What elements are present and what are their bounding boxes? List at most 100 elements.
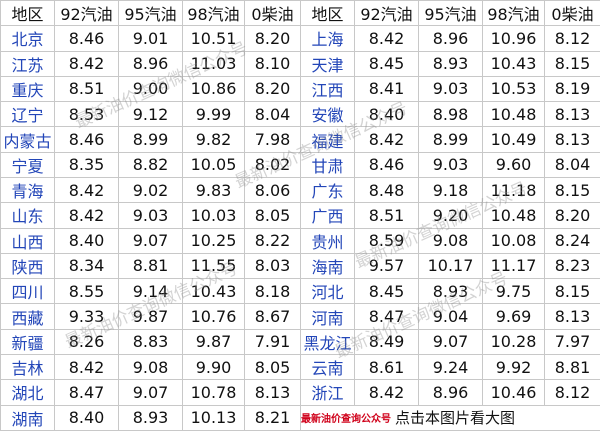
- region-cell: 安徽: [301, 102, 355, 128]
- price-cell: 9.07: [119, 228, 183, 254]
- region-cell: 江西: [301, 76, 355, 103]
- region-cell: 湖北: [1, 380, 55, 406]
- price-cell: 8.61: [355, 354, 419, 381]
- region-cell: 山东: [1, 203, 55, 229]
- price-cell: 8.42: [55, 177, 119, 204]
- price-cell: 8.67: [245, 304, 301, 330]
- price-cell: 8.13: [545, 304, 600, 330]
- price-cell: 8.20: [545, 203, 600, 229]
- price-cell: 9.07: [119, 380, 183, 406]
- price-cell: 11.55: [183, 253, 245, 280]
- price-cell: 10.48: [483, 102, 545, 128]
- region-cell: 重庆: [1, 76, 55, 103]
- price-cell: 8.06: [245, 177, 301, 204]
- price-cell: 8.15: [545, 52, 600, 77]
- region-cell: 陕西: [1, 253, 55, 280]
- price-cell: 11.18: [483, 177, 545, 204]
- price-cell: 10.17: [419, 253, 483, 280]
- price-cell: 9.87: [183, 329, 245, 355]
- price-cell: 8.19: [545, 77, 600, 103]
- price-cell: 8.46: [355, 152, 419, 178]
- price-cell: 10.03: [183, 203, 245, 229]
- price-cell: 7.97: [545, 330, 600, 355]
- price-cell: 8.20: [245, 76, 301, 103]
- region-cell: 西藏: [1, 304, 55, 330]
- price-cell: 10.51: [183, 26, 245, 52]
- price-cell: 8.96: [419, 380, 483, 406]
- region-cell: 天津: [301, 51, 355, 77]
- price-cell: 10.43: [183, 279, 245, 305]
- region-cell: 青海: [1, 177, 55, 204]
- footer-cell: 最新油价查询公众号 点击本图片看大图: [301, 406, 600, 431]
- price-cell: 9.04: [419, 304, 483, 330]
- price-cell: 8.15: [545, 178, 600, 204]
- price-cell: 9.92: [483, 354, 545, 381]
- header-cell: 地区: [301, 1, 355, 27]
- price-cell: 8.99: [419, 127, 483, 153]
- region-cell: 吉林: [1, 354, 55, 381]
- price-cell: 9.90: [183, 354, 245, 381]
- price-cell: 10.96: [483, 26, 545, 52]
- price-cell: 8.96: [419, 26, 483, 52]
- price-cell: 9.75: [483, 279, 545, 305]
- price-cell: 7.91: [245, 329, 301, 355]
- region-cell: 新疆: [1, 329, 55, 355]
- price-cell: 8.41: [355, 76, 419, 103]
- price-cell: 8.42: [55, 354, 119, 381]
- price-cell: 10.28: [483, 329, 545, 355]
- region-cell: 山西: [1, 228, 55, 254]
- header-cell: 98汽油: [483, 1, 545, 27]
- price-cell: 8.40: [55, 228, 119, 254]
- price-cell: 8.98: [419, 102, 483, 128]
- region-cell: 黑龙江: [301, 329, 355, 355]
- price-cell: 8.51: [55, 76, 119, 103]
- price-cell: 8.51: [355, 203, 419, 229]
- region-cell: 河南: [301, 304, 355, 330]
- price-cell: 8.05: [245, 354, 301, 381]
- price-cell: 8.22: [245, 228, 301, 254]
- region-cell: 内蒙古: [1, 127, 55, 153]
- price-cell: 7.98: [245, 127, 301, 153]
- price-cell: 8.42: [55, 203, 119, 229]
- price-cell: 8.12: [545, 26, 600, 52]
- price-cell: 8.46: [55, 26, 119, 52]
- price-cell: 9.82: [183, 127, 245, 153]
- region-cell: 甘肃: [301, 152, 355, 178]
- header-cell: 98汽油: [183, 1, 245, 27]
- price-cell: 8.04: [245, 102, 301, 128]
- price-cell: 9.87: [119, 304, 183, 330]
- price-cell: 8.93: [119, 405, 183, 431]
- price-cell: 8.40: [55, 405, 119, 431]
- price-cell: 8.45: [355, 51, 419, 77]
- price-cell: 10.48: [483, 203, 545, 229]
- price-cell: 10.78: [183, 380, 245, 406]
- header-cell: 92汽油: [355, 1, 419, 27]
- price-cell: 10.25: [183, 228, 245, 254]
- region-cell: 河北: [301, 279, 355, 305]
- price-cell: 8.45: [355, 279, 419, 305]
- footer-link[interactable]: 点击本图片看大图: [395, 409, 516, 428]
- price-cell: 8.42: [355, 26, 419, 52]
- region-cell: 福建: [301, 127, 355, 153]
- price-cell: 9.12: [119, 102, 183, 128]
- price-cell: 9.03: [419, 76, 483, 103]
- price-cell: 8.53: [55, 102, 119, 128]
- price-cell: 10.08: [483, 228, 545, 254]
- price-cell: 8.24: [545, 229, 600, 254]
- price-cell: 9.33: [55, 304, 119, 330]
- price-cell: 9.00: [119, 76, 183, 103]
- price-cell: 10.43: [483, 51, 545, 77]
- price-cell: 10.46: [483, 380, 545, 406]
- price-cell: 11.17: [483, 253, 545, 280]
- price-cell: 8.35: [55, 152, 119, 178]
- price-cell: 8.49: [355, 329, 419, 355]
- price-cell: 9.02: [119, 177, 183, 204]
- price-cell: 8.81: [119, 253, 183, 280]
- price-cell: 8.15: [545, 279, 600, 305]
- header-cell: 95汽油: [419, 1, 483, 27]
- price-cell: 8.26: [55, 329, 119, 355]
- price-cell: 8.13: [545, 102, 600, 128]
- price-cell: 9.69: [483, 304, 545, 330]
